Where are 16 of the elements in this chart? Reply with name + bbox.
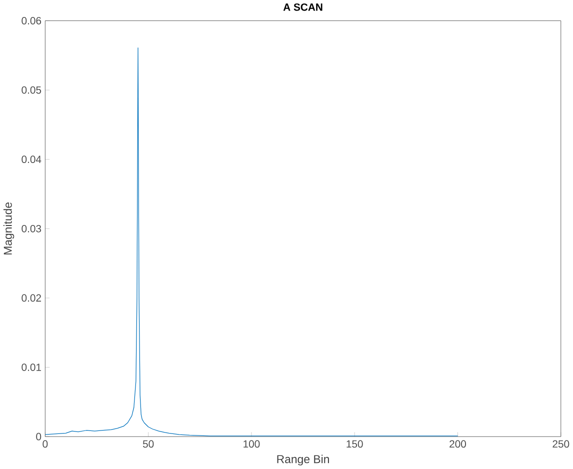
- x-tick-label: 250: [552, 440, 570, 448]
- x-tick-label: 0: [42, 440, 48, 448]
- y-tick-label: 0.06: [22, 17, 42, 24]
- x-tick-label: 200: [450, 440, 466, 448]
- y-tick-label: 0.05: [22, 86, 42, 94]
- x-tick-label: 100: [244, 440, 260, 448]
- y-tick-label: 0.04: [22, 156, 42, 164]
- chart-title: A SCAN: [283, 4, 322, 11]
- y-tick-label: 0.01: [22, 364, 41, 372]
- y-tick-label: 0.03: [22, 225, 42, 232]
- x-tick-label: 50: [142, 440, 154, 448]
- y-axis-title: Magnitude: [3, 202, 14, 254]
- y-tick-label: 0: [36, 432, 42, 440]
- x-axis-title: Range Bin: [277, 454, 329, 466]
- x-tick-label: 150: [346, 440, 363, 448]
- y-tick-label: 0.02: [22, 294, 41, 302]
